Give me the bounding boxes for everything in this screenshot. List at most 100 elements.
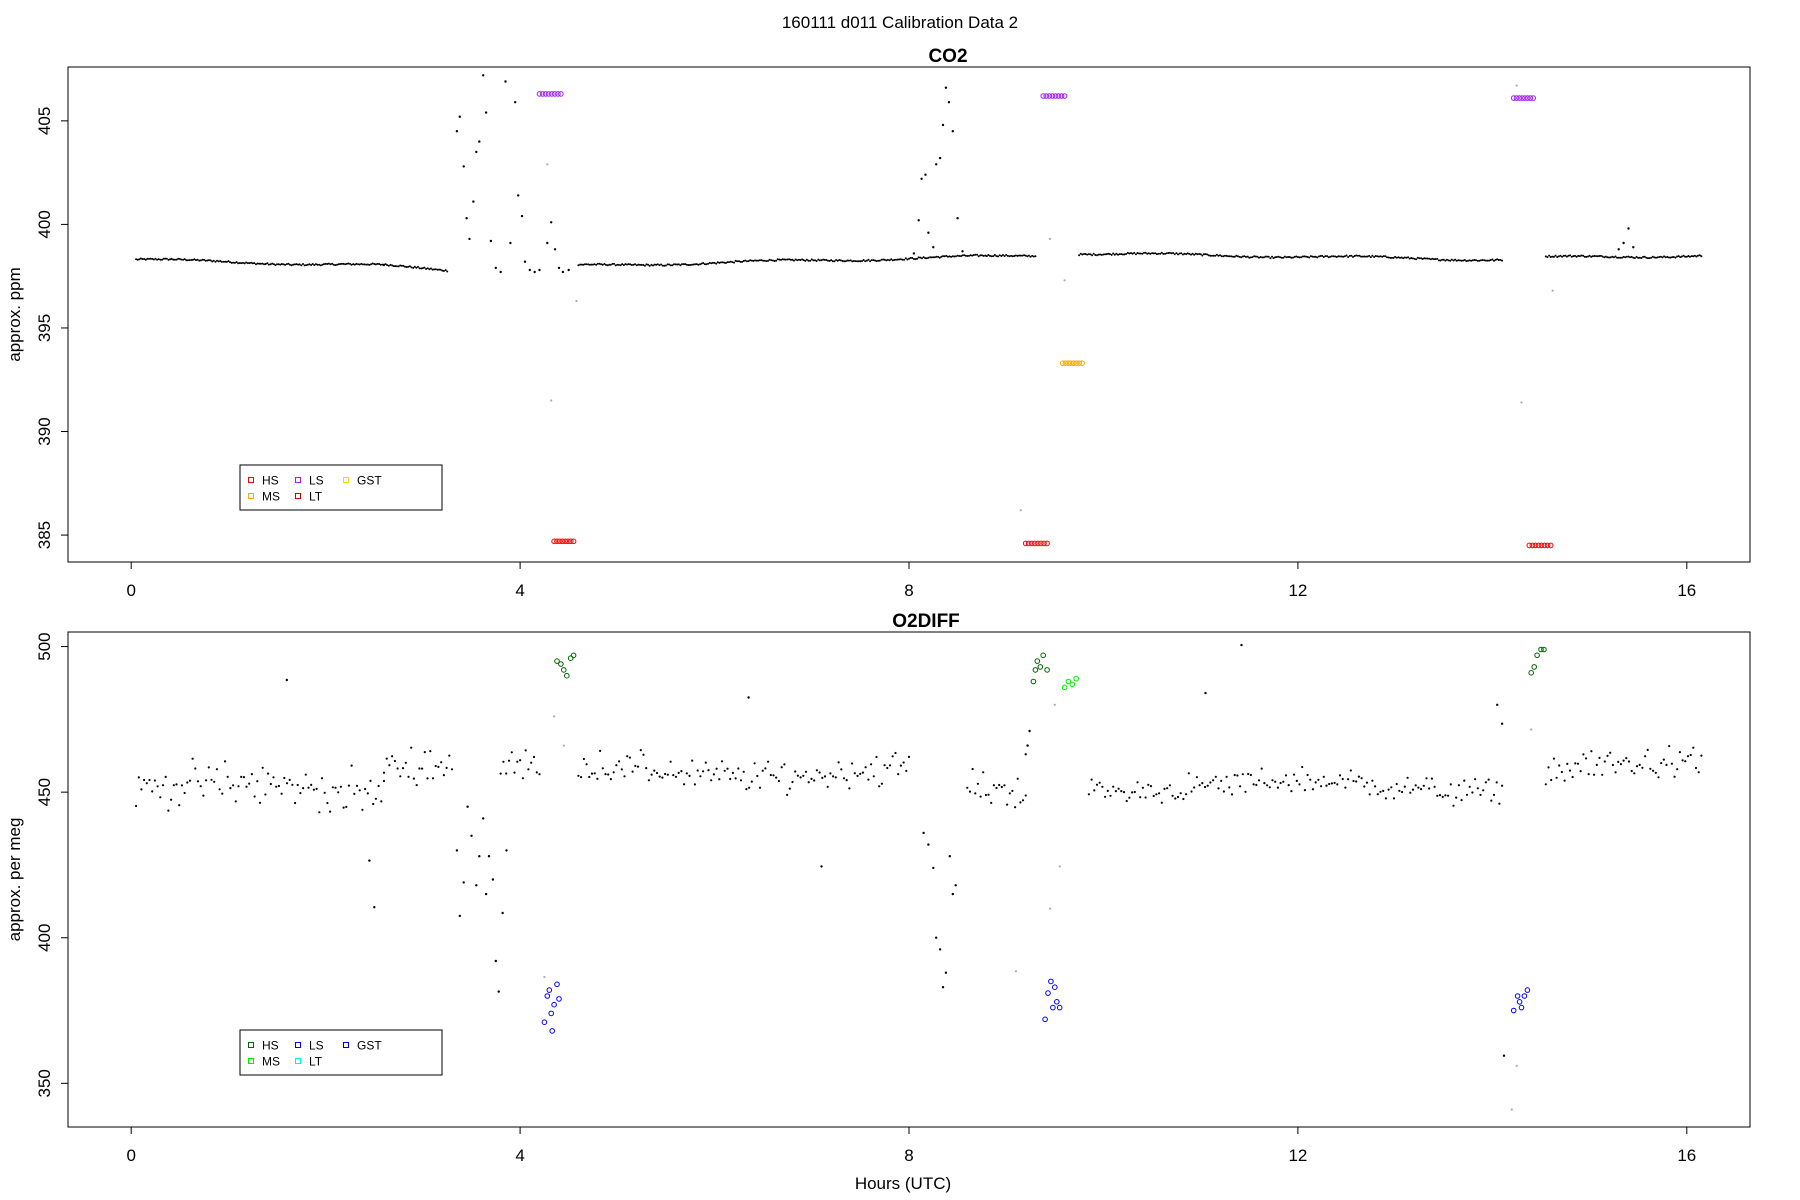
o2diff-data-point	[1209, 781, 1212, 784]
co2-data-point	[867, 258, 870, 261]
o2diff-data-point	[148, 778, 151, 782]
co2-calibration-point	[1022, 540, 1029, 547]
co2-data-point	[1455, 259, 1458, 262]
co2-data-point	[656, 263, 659, 266]
co2-data-point	[1339, 255, 1341, 258]
co2-data-point	[1204, 253, 1207, 256]
o2diff-data-point	[1336, 783, 1339, 786]
o2diff-data-point	[1582, 753, 1585, 756]
co2-data-point	[1436, 257, 1439, 260]
co2-data-point	[1330, 255, 1333, 258]
co2-data-point	[979, 254, 982, 257]
o2diff-data-point	[1176, 795, 1180, 799]
o2diff-data-point	[927, 843, 930, 846]
co2-data-point	[1245, 255, 1247, 258]
o2diff-data-point	[1125, 799, 1128, 803]
co2-data-point	[1468, 259, 1471, 262]
o2diff-data-point	[1163, 787, 1166, 791]
o2diff-calibration-point	[1044, 667, 1050, 673]
co2-data-point	[1115, 252, 1118, 255]
co2-data-point	[412, 266, 415, 269]
co2-data-point	[297, 263, 300, 266]
o2diff-data-point	[715, 767, 718, 770]
co2-data-point	[434, 268, 437, 271]
o2diff-data-point	[221, 792, 224, 795]
co2-data-point	[980, 254, 983, 257]
o2diff-data-point	[1670, 762, 1673, 765]
o2diff-data-point	[1384, 797, 1387, 800]
co2-data-point	[827, 259, 829, 262]
co2-data-point	[1136, 252, 1139, 254]
o2diff-data-point	[702, 770, 705, 773]
o2diff-data-point	[497, 990, 500, 993]
o2diff-data-point	[1360, 777, 1363, 780]
co2-data-point	[408, 265, 411, 268]
o2diff-data-point	[938, 948, 942, 951]
o2diff-data-point	[804, 770, 808, 773]
o2diff-data-point	[655, 771, 659, 775]
o2diff-data-point	[1452, 804, 1455, 807]
o2diff-calibration-point	[1510, 1007, 1517, 1014]
o2diff-data-point	[323, 791, 326, 794]
co2-data-point	[875, 260, 878, 263]
o2diff-calibration-point	[1052, 984, 1058, 991]
o2diff-calibration-point	[1061, 684, 1068, 691]
co2-data-point	[977, 255, 980, 258]
o2diff-data-point	[1314, 781, 1317, 784]
o2diff-data-point	[642, 753, 645, 756]
co2-data-point	[245, 261, 248, 264]
co2-data-point	[1262, 256, 1265, 259]
co2-calibration-point	[1029, 540, 1035, 547]
o2diff-data-point	[1182, 797, 1185, 801]
o2diff-data-marks	[135, 643, 1703, 1111]
o2diff-data-point	[475, 884, 478, 887]
co2-data-point	[172, 258, 175, 261]
o2diff-data-point	[1700, 754, 1703, 757]
o2diff-data-point	[623, 775, 626, 778]
co2-data-point	[274, 264, 277, 267]
co2-data-point	[906, 258, 909, 261]
o2diff-data-point	[669, 760, 672, 763]
co2-data-point	[381, 263, 384, 266]
co2-data-point	[1403, 256, 1406, 259]
co2-data-point	[358, 263, 361, 266]
co2-data-point	[971, 254, 974, 257]
co2-data-point	[1005, 253, 1008, 256]
co2-data-point	[1358, 254, 1361, 257]
co2-data-point	[634, 263, 637, 266]
o2diff-data-point	[188, 779, 192, 782]
co2-data-point	[1617, 248, 1620, 251]
co2-data-point	[144, 258, 147, 261]
o2diff-calibration-point	[1034, 658, 1041, 664]
co2-data-point	[1222, 255, 1225, 258]
o2diff-legend-label: LS	[309, 1039, 324, 1053]
o2diff-data-point	[1673, 775, 1676, 778]
co2-data-point	[1170, 252, 1173, 255]
co2-data-point	[489, 239, 493, 243]
o2diff-panel-title: O2DIFF	[892, 611, 960, 632]
co2-data-point	[180, 258, 183, 261]
co2-data-point	[1186, 252, 1189, 255]
co2-data-point	[323, 263, 325, 266]
co2-data-point	[1574, 254, 1576, 257]
o2diff-x-tick-label: 4	[515, 1146, 524, 1165]
o2diff-data-point	[1654, 771, 1657, 774]
o2diff-data-point	[421, 767, 424, 770]
o2diff-calibration-point	[1030, 678, 1037, 685]
co2-data-point	[190, 259, 193, 261]
co2-data-point	[810, 258, 813, 261]
co2-data-point	[177, 257, 180, 260]
co2-data-point	[209, 259, 212, 262]
o2diff-data-point	[664, 772, 667, 776]
co2-data-point	[703, 263, 706, 266]
co2-data-point	[1412, 257, 1414, 260]
co2-data-point	[912, 252, 916, 255]
o2diff-data-point	[250, 773, 253, 776]
o2diff-data-point	[377, 784, 380, 788]
co2-data-point	[1551, 289, 1554, 292]
o2diff-data-point	[907, 755, 911, 759]
co2-data-point	[1211, 254, 1213, 257]
co2-data-point	[373, 263, 376, 265]
o2diff-data-point	[1006, 803, 1009, 806]
co2-y-axis-label: approx. ppm	[5, 267, 24, 362]
